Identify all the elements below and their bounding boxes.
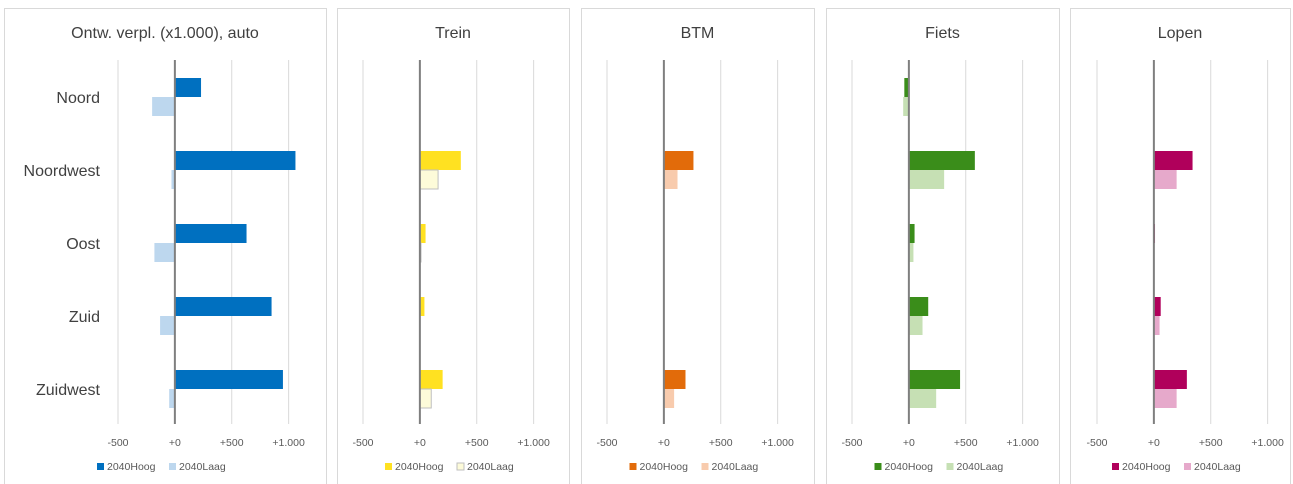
bar-2040laag-noord bbox=[152, 97, 175, 116]
bar-2040laag-oost bbox=[908, 243, 914, 262]
legend-swatch-2040laag bbox=[946, 463, 954, 470]
bar-2040hoog-noord bbox=[904, 78, 909, 97]
bar-2040laag-zuid bbox=[908, 316, 923, 335]
panel-frame bbox=[581, 8, 815, 484]
legend-swatch-2040hoog bbox=[1112, 463, 1119, 470]
bar-2040hoog-noordwest bbox=[1153, 151, 1193, 170]
x-tick-label: +1.000 bbox=[272, 437, 305, 449]
x-tick-label: +500 bbox=[1199, 437, 1223, 449]
bar-2040hoog-oost bbox=[908, 224, 915, 243]
chart-panel-3: BTM -500 +0 +500 +1.000 2040Hoog 2040Laag bbox=[581, 8, 815, 484]
bar-2040laag-noordwest bbox=[171, 170, 175, 189]
legend-swatch-2040hoog bbox=[874, 463, 882, 470]
x-tick-label: -500 bbox=[107, 437, 128, 449]
x-tick-label: +1.000 bbox=[761, 437, 794, 449]
legend-label-2040hoog: 2040Hoog bbox=[885, 461, 934, 473]
x-tick-label: +1.000 bbox=[1251, 437, 1284, 449]
legend-swatch-2040laag bbox=[169, 463, 176, 470]
bar-2040hoog-noordwest bbox=[663, 151, 694, 170]
legend-swatch-2040hoog bbox=[629, 463, 637, 470]
legend-label-2040laag: 2040Laag bbox=[467, 461, 514, 473]
x-tick-label: -500 bbox=[1086, 437, 1107, 449]
bar-2040laag-noordwest bbox=[908, 170, 945, 189]
bar-2040laag-zuidwest bbox=[1153, 389, 1177, 408]
x-tick-label: -500 bbox=[596, 437, 617, 449]
panel-frame bbox=[1070, 8, 1291, 484]
category-label: Oost bbox=[66, 236, 100, 253]
bar-2040laag-oost bbox=[154, 243, 175, 262]
x-tick-label: +0 bbox=[414, 437, 426, 449]
bar-2040hoog-noord bbox=[174, 78, 202, 97]
x-tick-label: +500 bbox=[954, 437, 978, 449]
bar-2040laag-noordwest bbox=[1153, 170, 1177, 189]
legend-label-2040hoog: 2040Hoog bbox=[640, 461, 689, 473]
bar-2040hoog-zuid bbox=[419, 297, 425, 316]
legend-swatch-2040hoog bbox=[385, 463, 392, 470]
chart-panel-2: Trein -500 +0 +500 +1.000 2040Hoog 2040Laag bbox=[337, 8, 570, 484]
panel-title: Fiets bbox=[925, 25, 960, 42]
category-label: Zuid bbox=[69, 309, 100, 326]
x-tick-label: +1.000 bbox=[517, 437, 550, 449]
category-label: Noord bbox=[56, 90, 100, 107]
category-label: Zuidwest bbox=[36, 382, 101, 399]
bar-2040hoog-zuid bbox=[908, 297, 929, 316]
bar-2040hoog-zuidwest bbox=[419, 370, 443, 389]
x-tick-label: +0 bbox=[903, 437, 915, 449]
legend-label-2040laag: 2040Laag bbox=[957, 461, 1004, 473]
category-label: Noordwest bbox=[24, 163, 101, 180]
bar-2040hoog-zuidwest bbox=[174, 370, 283, 389]
x-tick-label: +500 bbox=[709, 437, 733, 449]
legend-label-2040laag: 2040Laag bbox=[179, 461, 226, 473]
panel-title: Ontw. verpl. (x1.000), auto bbox=[71, 25, 259, 42]
panel-frame bbox=[337, 8, 570, 484]
x-tick-label: +0 bbox=[658, 437, 670, 449]
legend-label-2040hoog: 2040Hoog bbox=[107, 461, 156, 473]
x-tick-label: +0 bbox=[1148, 437, 1160, 449]
panel-title: BTM bbox=[681, 25, 715, 42]
bar-2040hoog-zuid bbox=[1153, 297, 1161, 316]
x-tick-label: +0 bbox=[169, 437, 181, 449]
bar-2040laag-zuid bbox=[1153, 316, 1160, 335]
legend-swatch-2040laag bbox=[701, 463, 709, 470]
panel-title: Lopen bbox=[1158, 25, 1203, 42]
x-tick-label: -500 bbox=[352, 437, 373, 449]
bar-2040hoog-noordwest bbox=[419, 151, 461, 170]
legend-label-2040hoog: 2040Hoog bbox=[1122, 461, 1171, 473]
x-tick-label: +500 bbox=[220, 437, 244, 449]
bar-2040laag-zuidwest bbox=[169, 389, 175, 408]
bar-2040hoog-zuid bbox=[174, 297, 272, 316]
legend-label-2040hoog: 2040Hoog bbox=[395, 461, 444, 473]
legend-label-2040laag: 2040Laag bbox=[712, 461, 759, 473]
bar-2040hoog-zuidwest bbox=[663, 370, 686, 389]
bar-2040hoog-noordwest bbox=[908, 151, 975, 170]
panel-frame bbox=[826, 8, 1060, 484]
bar-2040laag-noordwest bbox=[419, 169, 439, 190]
bar-2040hoog-oost bbox=[174, 224, 247, 243]
x-tick-label: +500 bbox=[465, 437, 489, 449]
panel-title: Trein bbox=[435, 25, 471, 42]
chart-panel-5: Lopen -500 +0 +500 +1.000 2040Hoog 2040Laag bbox=[1070, 8, 1291, 484]
bar-2040laag-noordwest bbox=[663, 170, 678, 189]
bar-2040laag-zuidwest bbox=[663, 389, 675, 408]
bar-2040laag-zuid bbox=[160, 316, 175, 335]
legend-swatch-2040laag bbox=[1184, 463, 1191, 470]
legend-swatch-2040laag bbox=[456, 462, 465, 471]
chart-panel-4: Fiets -500 +0 +500 +1.000 2040Hoog 2040Laag bbox=[826, 8, 1060, 484]
bar-2040laag-zuidwest bbox=[419, 388, 432, 409]
bar-2040hoog-zuidwest bbox=[908, 370, 961, 389]
bar-2040hoog-oost bbox=[419, 224, 426, 243]
x-tick-label: +1.000 bbox=[1006, 437, 1039, 449]
bar-2040hoog-noordwest bbox=[174, 151, 296, 170]
chart-panel-1: Ontw. verpl. (x1.000), auto -500 +0 +500 +1.… bbox=[4, 8, 327, 484]
bar-2040laag-noord bbox=[903, 97, 909, 116]
legend-swatch-2040hoog bbox=[97, 463, 104, 470]
bar-2040laag-zuidwest bbox=[908, 389, 937, 408]
bar-2040hoog-zuidwest bbox=[1153, 370, 1187, 389]
legend-label-2040laag: 2040Laag bbox=[1194, 461, 1241, 473]
x-tick-label: -500 bbox=[841, 437, 862, 449]
